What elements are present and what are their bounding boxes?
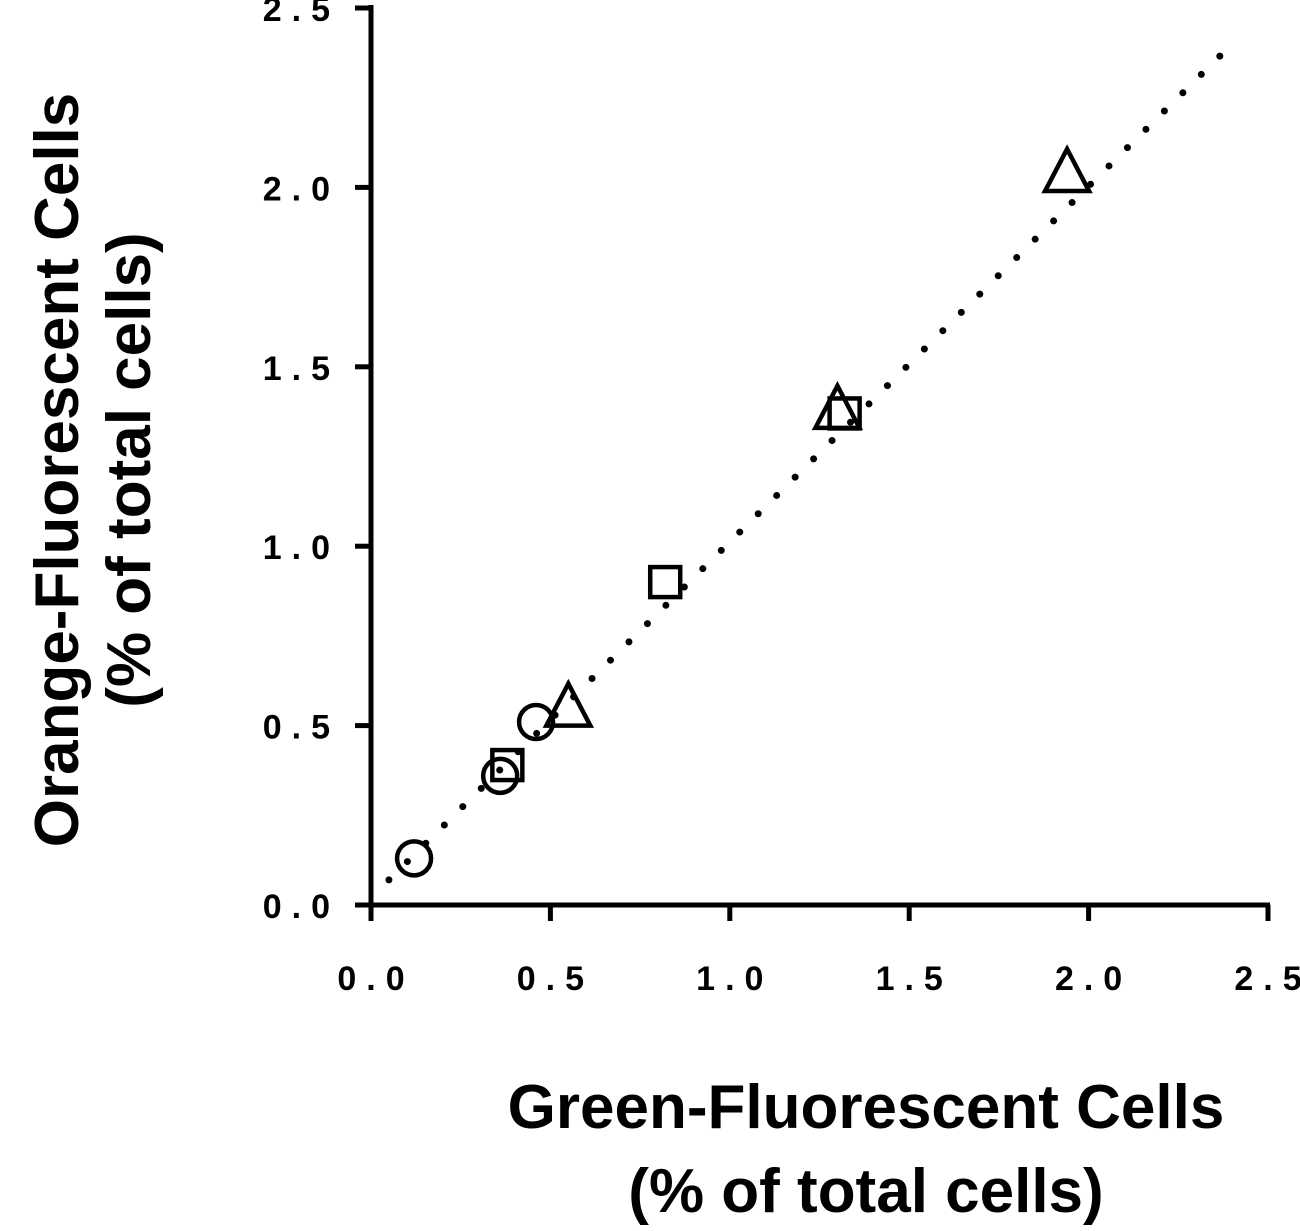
- x-axis-title-line-2: (% of total cells): [628, 1157, 1103, 1226]
- data-point-square: [647, 564, 683, 600]
- x-tick-label: 1.5: [876, 960, 953, 998]
- y-tick-label: 0.0: [263, 888, 340, 926]
- y-tick-label: 1.5: [263, 350, 340, 388]
- data-point-triangle: [542, 678, 595, 728]
- y-axis-title-line-2: (% of total cells): [95, 232, 164, 707]
- data-point-circle: [394, 839, 434, 878]
- y-tick-label: 0.5: [263, 709, 340, 747]
- data-point-triangle: [1041, 144, 1093, 194]
- y-tick-label: 1.0: [263, 529, 340, 567]
- trend-line: [385, 40, 1236, 884]
- data-point-circle: [480, 756, 520, 796]
- x-tick-label: 2.5: [1234, 960, 1300, 998]
- x-tick-label: 1.0: [696, 960, 773, 998]
- x-tick-label: 2.0: [1055, 960, 1132, 998]
- data-point-triangle: [811, 381, 864, 431]
- y-tick-label: 2.5: [263, 0, 340, 29]
- data-point-square: [490, 747, 525, 783]
- x-tick-label: 0.5: [517, 960, 594, 998]
- y-axis-title-line-1: Orange-Fluorescent Cells: [23, 93, 92, 848]
- x-tick-label: 0.0: [337, 960, 414, 998]
- x-axis-title-line-1: Green-Fluorescent Cells: [508, 1073, 1225, 1142]
- y-tick-label: 2.0: [263, 170, 340, 208]
- data-point-circle: [516, 702, 556, 742]
